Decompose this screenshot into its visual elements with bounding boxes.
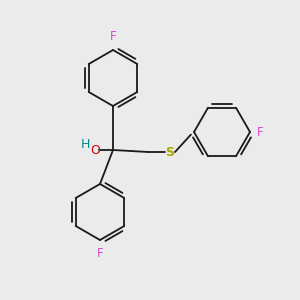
Text: F: F xyxy=(110,30,116,43)
Text: O: O xyxy=(90,143,100,157)
Text: F: F xyxy=(257,125,264,139)
Text: S: S xyxy=(166,146,175,158)
Text: H: H xyxy=(80,137,90,151)
Text: F: F xyxy=(97,247,103,260)
